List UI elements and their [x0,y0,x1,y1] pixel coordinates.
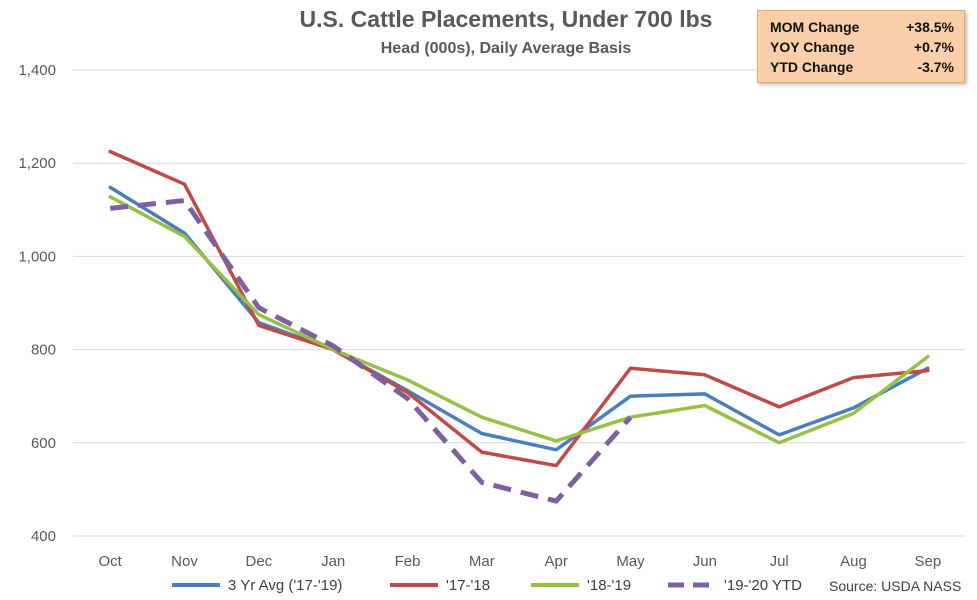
y-tick-label: 1,400 [18,62,56,79]
x-tick-label: May [616,553,645,570]
legend-label: 3 Yr Avg ('17-'19) [228,577,342,594]
y-tick-label: 1,200 [18,155,56,172]
legend-label: '18-'19 [587,577,631,594]
x-tick-label: Jan [321,553,345,570]
change-row-ytd: YTD Change -3.7% [770,57,954,77]
change-label: YOY Change [770,39,855,55]
x-tick-label: Apr [544,553,567,570]
legend-label: '17-'18 [446,577,490,594]
y-tick-label: 400 [31,528,56,545]
x-tick-label: Mar [469,553,495,570]
x-tick-label: Feb [395,553,421,570]
x-tick-label: Oct [98,553,122,570]
x-tick-label: Jun [693,553,717,570]
x-tick-label: Jul [770,553,789,570]
change-row-yoy: YOY Change +0.7% [770,37,954,57]
change-label: MOM Change [770,19,860,35]
y-tick-label: 1,000 [18,248,56,265]
series-line [108,185,930,452]
legend-label: '19-'20 YTD [724,577,802,594]
x-tick-label: Dec [245,553,272,570]
change-summary-box: MOM Change +38.5% YOY Change +0.7% YTD C… [757,10,965,83]
x-tick-label: Sep [914,553,941,570]
source-note: Source: USDA NASS [829,578,962,594]
change-value: +0.7% [913,39,954,55]
change-label: YTD Change [770,59,854,75]
y-tick-label: 600 [31,435,56,452]
chart-title: U.S. Cattle Placements, Under 700 lbs [299,6,713,32]
chart-subtitle: Head (000s), Daily Average Basis [380,40,632,57]
x-tick-label: Nov [171,553,198,570]
y-tick-label: 800 [31,342,56,359]
series-line [108,149,930,468]
x-tick-label: Aug [840,553,867,570]
change-row-mom: MOM Change +38.5% [770,17,954,37]
series-line [108,195,930,445]
change-value: -3.7% [917,59,954,75]
change-value: +38.5% [906,19,954,35]
series-line [109,198,633,504]
